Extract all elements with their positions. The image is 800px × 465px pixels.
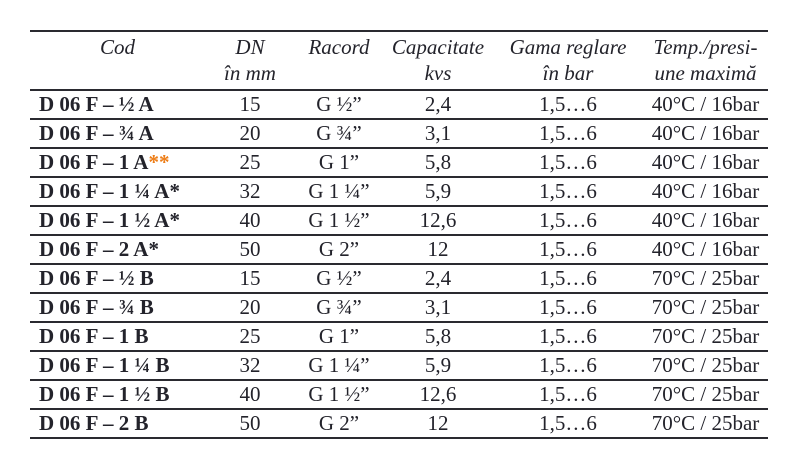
cell-gama-reglare: 1,5…6 [493, 147, 643, 179]
cell-gama-reglare: 1,5…6 [493, 118, 643, 150]
cell-gama-reglare: 1,5…6 [493, 263, 643, 295]
cell-dn: 50 [205, 234, 295, 266]
col-header-gama-reglare: Gama reglare în bar [493, 29, 643, 92]
cell-cod: D 06 F – 1 ¼ A* [30, 176, 205, 208]
table-row: D 06 F – 2 B 50 G 2” 12 1,5…6 70°C / 25b… [30, 408, 768, 440]
cell-dn: 50 [205, 408, 295, 440]
cell-racord: G ¾” [295, 118, 383, 150]
col-header-capacitate: Capacitate kvs [383, 29, 493, 92]
valve-spec-table: Cod DN în mm Racord Capacitate kvs Gama re… [30, 29, 768, 440]
cell-racord: G ½” [295, 263, 383, 295]
table-row: D 06 F – 1 ¼ B 32 G 1 ¼” 5,9 1,5…6 70°C … [30, 350, 768, 382]
cell-temp-presiune: 40°C / 16bar [643, 234, 768, 266]
cell-racord: G 1 ¼” [295, 350, 383, 382]
cell-dn: 25 [205, 321, 295, 353]
table-row: D 06 F – 1 B 25 G 1” 5,8 1,5…6 70°C / 25… [30, 321, 768, 353]
cell-cod: D 06 F – 1 B [30, 321, 205, 353]
cell-capacitate: 2,4 [383, 263, 493, 295]
asterisk-mark: ** [148, 150, 170, 175]
cell-dn: 32 [205, 350, 295, 382]
cell-cod: D 06 F – 2 A* [30, 234, 205, 266]
table-row: D 06 F – 2 A* 50 G 2” 12 1,5…6 40°C / 16… [30, 234, 768, 266]
cell-cod: D 06 F – ¾ B [30, 292, 205, 324]
cell-temp-presiune: 70°C / 25bar [643, 263, 768, 295]
cell-temp-presiune: 70°C / 25bar [643, 350, 768, 382]
cell-racord: G 2” [295, 234, 383, 266]
cell-cod: D 06 F – ¾ A [30, 118, 205, 150]
cell-racord: G 2” [295, 408, 383, 440]
table-row: D 06 F – ¾ A 20 G ¾” 3,1 1,5…6 40°C / 16… [30, 118, 768, 150]
cell-temp-presiune: 70°C / 25bar [643, 321, 768, 353]
cell-gama-reglare: 1,5…6 [493, 408, 643, 440]
table-row: D 06 F – ¾ B 20 G ¾” 3,1 1,5…6 70°C / 25… [30, 292, 768, 324]
cell-racord: G ½” [295, 89, 383, 121]
cell-gama-reglare: 1,5…6 [493, 379, 643, 411]
cell-temp-presiune: 40°C / 16bar [643, 147, 768, 179]
table-row: D 06 F – 1 A** 25 G 1” 5,8 1,5…6 40°C / … [30, 147, 768, 179]
col-header-dn: DN în mm [205, 29, 295, 92]
cell-dn: 40 [205, 379, 295, 411]
cell-capacitate: 12,6 [383, 379, 493, 411]
table-row: D 06 F – 1 ½ B 40 G 1 ½” 12,6 1,5…6 70°C… [30, 379, 768, 411]
cell-capacitate: 5,8 [383, 321, 493, 353]
cell-cod: D 06 F – ½ A [30, 89, 205, 121]
col-header-racord: Racord [295, 29, 383, 92]
cell-temp-presiune: 70°C / 25bar [643, 408, 768, 440]
cell-gama-reglare: 1,5…6 [493, 176, 643, 208]
table-row: D 06 F – 1 ¼ A* 32 G 1 ¼” 5,9 1,5…6 40°C… [30, 176, 768, 208]
cell-dn: 20 [205, 118, 295, 150]
cell-capacitate: 5,9 [383, 350, 493, 382]
col-header-temp-presiune: Temp./presi-une maximă [643, 29, 768, 92]
cell-cod: D 06 F – 1 ½ A* [30, 205, 205, 237]
cell-gama-reglare: 1,5…6 [493, 350, 643, 382]
cell-temp-presiune: 70°C / 25bar [643, 379, 768, 411]
cell-capacitate: 2,4 [383, 89, 493, 121]
cell-gama-reglare: 1,5…6 [493, 321, 643, 353]
cell-capacitate: 3,1 [383, 118, 493, 150]
cell-temp-presiune: 70°C / 25bar [643, 292, 768, 324]
cell-capacitate: 5,8 [383, 147, 493, 179]
cell-cod: D 06 F – ½ B [30, 263, 205, 295]
cell-dn: 25 [205, 147, 295, 179]
table-row: D 06 F – ½ B 15 G ½” 2,4 1,5…6 70°C / 25… [30, 263, 768, 295]
cell-dn: 20 [205, 292, 295, 324]
cell-racord: G ¾” [295, 292, 383, 324]
col-header-cod: Cod [30, 29, 205, 92]
cell-racord: G 1” [295, 147, 383, 179]
cell-gama-reglare: 1,5…6 [493, 292, 643, 324]
cell-dn: 15 [205, 263, 295, 295]
cell-dn: 40 [205, 205, 295, 237]
cell-cod: D 06 F – 2 B [30, 408, 205, 440]
cell-racord: G 1 ½” [295, 205, 383, 237]
cell-racord: G 1 ½” [295, 379, 383, 411]
cell-capacitate: 12,6 [383, 205, 493, 237]
cell-capacitate: 12 [383, 234, 493, 266]
cell-gama-reglare: 1,5…6 [493, 234, 643, 266]
cell-dn: 15 [205, 89, 295, 121]
cell-cod: D 06 F – 1 ¼ B [30, 350, 205, 382]
cell-temp-presiune: 40°C / 16bar [643, 176, 768, 208]
cell-racord: G 1 ¼” [295, 176, 383, 208]
cell-cod: D 06 F – 1 ½ B [30, 379, 205, 411]
cell-dn: 32 [205, 176, 295, 208]
cell-temp-presiune: 40°C / 16bar [643, 118, 768, 150]
cell-capacitate: 5,9 [383, 176, 493, 208]
table-row: D 06 F – 1 ½ A* 40 G 1 ½” 12,6 1,5…6 40°… [30, 205, 768, 237]
cell-capacitate: 3,1 [383, 292, 493, 324]
header-row: Cod DN în mm Racord Capacitate kvs Gama re… [30, 29, 768, 92]
cell-temp-presiune: 40°C / 16bar [643, 205, 768, 237]
cell-capacitate: 12 [383, 408, 493, 440]
cell-gama-reglare: 1,5…6 [493, 205, 643, 237]
table-row: D 06 F – ½ A 15 G ½” 2,4 1,5…6 40°C / 16… [30, 89, 768, 121]
cell-cod: D 06 F – 1 A** [30, 147, 205, 179]
cell-racord: G 1” [295, 321, 383, 353]
cell-gama-reglare: 1,5…6 [493, 89, 643, 121]
cell-temp-presiune: 40°C / 16bar [643, 89, 768, 121]
